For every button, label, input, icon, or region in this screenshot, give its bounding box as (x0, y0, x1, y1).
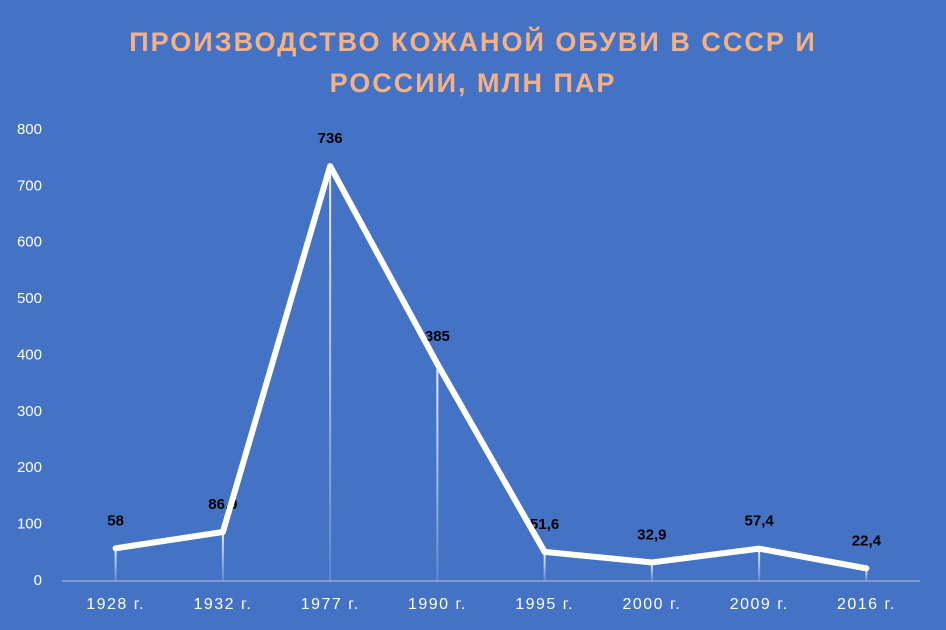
y-tick-label: 800 (17, 121, 42, 138)
data-label: 57,4 (745, 513, 775, 530)
y-tick-label: 600 (17, 234, 42, 251)
drop-line (221, 532, 224, 581)
x-tick-label: 1932 г. (193, 596, 252, 613)
x-tick-label: 2009 г. (730, 596, 789, 613)
x-tick-label: 2000 г. (622, 596, 681, 613)
line (112, 163, 870, 572)
y-tick-label: 300 (17, 403, 42, 420)
data-label: 32,9 (637, 526, 666, 543)
drop-line (865, 568, 868, 581)
drop-line (543, 551, 546, 581)
data-label: 736 (318, 130, 343, 147)
x-tick-label: 2016 г. (837, 596, 896, 613)
data-label: 58 (107, 512, 124, 529)
data-label: 22,4 (852, 532, 882, 549)
data-label: 385 (425, 328, 450, 345)
x-tick-label: 1990 г. (408, 596, 467, 613)
y-tick-label: 700 (17, 177, 42, 194)
y-tick-label: 200 (17, 459, 42, 476)
drop-line (329, 166, 332, 581)
drop-line (436, 363, 439, 581)
chart-title: ПРОИЗВОДСТВО КОЖАНОЙ ОБУВИ В СССР И РОСС… (129, 27, 817, 98)
x-tick-label: 1977 г. (301, 596, 360, 613)
drop-line (758, 548, 761, 581)
drop-line (650, 562, 653, 581)
y-tick-label: 400 (17, 346, 42, 363)
x-tick-label: 1928 г. (86, 596, 145, 613)
data-label: 51,6 (530, 516, 559, 533)
x-tick-label: 1995 г. (515, 596, 574, 613)
y-tick-label: 100 (17, 516, 42, 533)
y-tick-label: 500 (17, 290, 42, 307)
y-tick-label: 0 (34, 572, 42, 589)
drop-line (114, 548, 117, 581)
